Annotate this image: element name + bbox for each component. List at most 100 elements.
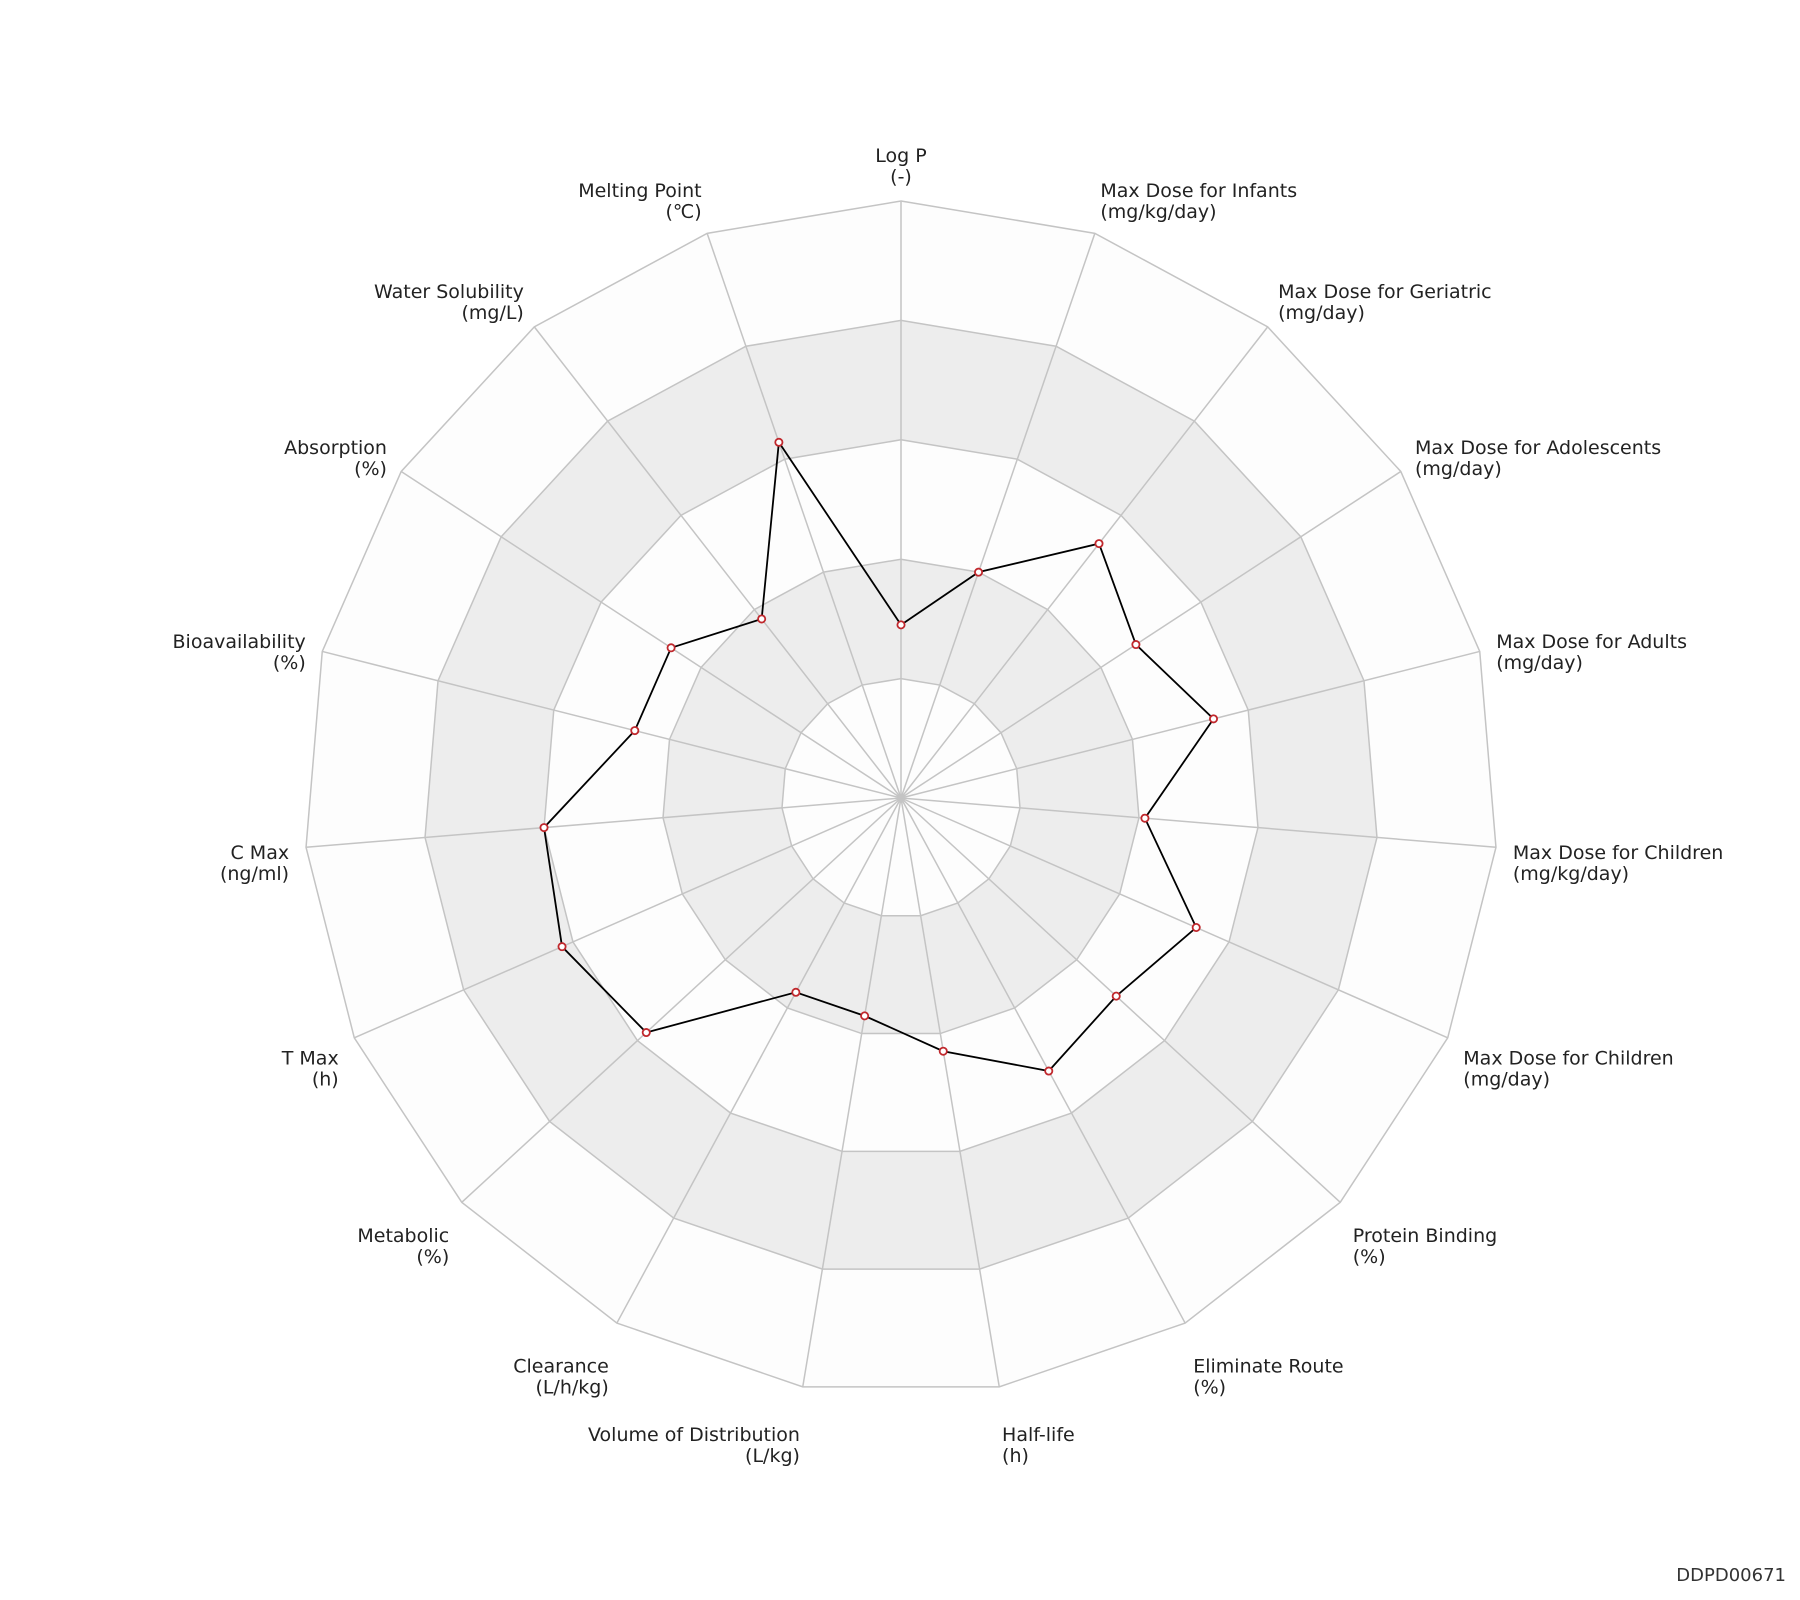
- axis-label-name: Max Dose for Adolescents: [1415, 437, 1661, 459]
- data-point-14: [539, 823, 549, 833]
- axis-label: Protein Binding (%): [1353, 1225, 1497, 1268]
- axis-label-unit: (mg/day): [1278, 302, 1365, 324]
- axis-label: Bioavailability (%): [173, 631, 306, 674]
- axis-label-unit: (mg/day): [1463, 1069, 1550, 1091]
- axis-spoke: [900, 797, 1497, 849]
- data-point-15: [630, 726, 640, 736]
- axis-label-name: Volume of Distribution: [588, 1424, 800, 1446]
- axis-label-unit: (mg/day): [1496, 652, 1583, 674]
- axis-label-unit: (-): [890, 166, 912, 188]
- data-point-8: [1044, 1066, 1054, 1076]
- axis-spoke: [616, 797, 902, 1324]
- axis-label: Volume of Distribution (L/kg): [588, 1424, 800, 1467]
- axis-label: Absorption (%): [284, 437, 387, 480]
- data-series: [539, 437, 1219, 1076]
- data-point-6: [1191, 922, 1201, 932]
- axis-label-unit: (%): [1193, 1376, 1226, 1398]
- axis-label-name: T Max: [281, 1048, 339, 1070]
- series-line: [543, 439, 1215, 1073]
- axis-label-unit: (mg/L): [461, 302, 523, 324]
- data-point-2: [1094, 539, 1104, 549]
- axis-label-name: Eliminate Route: [1193, 1355, 1343, 1377]
- axis-label-name: Max Dose for Adults: [1496, 631, 1687, 653]
- axis-spoke: [900, 233, 1096, 799]
- axis-label: T Max (h): [281, 1048, 339, 1091]
- axis-label-name: Melting Point: [578, 180, 701, 202]
- axis-label: Max Dose for Children (mg/day): [1463, 1048, 1673, 1091]
- axis-label-unit: (%): [416, 1246, 449, 1268]
- axis-label-name: Half-life: [1002, 1424, 1075, 1446]
- axis-label: Half-life (h): [1002, 1424, 1075, 1467]
- axis-label: Eliminate Route (%): [1193, 1355, 1343, 1398]
- axis-label-unit: (ng/ml): [220, 863, 289, 885]
- axis-spoke: [801, 797, 902, 1387]
- axis-label: Max Dose for Infants (mg/kg/day): [1100, 180, 1297, 223]
- axis-label-unit: (h): [1002, 1445, 1029, 1467]
- data-point-10: [860, 1011, 870, 1021]
- axis-spoke: [353, 797, 902, 1039]
- axis-spoke: [533, 326, 902, 799]
- axis-label-unit: (h): [312, 1069, 339, 1091]
- data-point-4: [1209, 714, 1219, 724]
- axis-label: Clearance (L/h/kg): [513, 1355, 609, 1398]
- data-point-3: [1131, 640, 1141, 650]
- axis-spoke: [706, 233, 902, 799]
- axis-label-unit: (%): [354, 458, 387, 480]
- radar-spokes: [305, 201, 1497, 1387]
- data-point-18: [774, 437, 784, 447]
- axis-label-name: C Max: [231, 842, 290, 864]
- axis-label: Water Solubility (mg/L): [374, 281, 524, 324]
- data-point-0: [896, 620, 906, 630]
- data-point-17: [757, 614, 767, 624]
- data-point-11: [791, 987, 801, 997]
- axis-spoke: [461, 797, 902, 1203]
- axis-label-name: Log P: [875, 145, 926, 167]
- data-point-16: [666, 643, 676, 653]
- axis-spoke: [400, 470, 902, 799]
- axis-label-name: Max Dose for Infants: [1100, 180, 1297, 202]
- axis-label-unit: (L/h/kg): [535, 1376, 608, 1398]
- axis-label: C Max (ng/ml): [220, 842, 289, 885]
- axis-label-name: Water Solubility: [374, 281, 524, 303]
- axis-label-name: Max Dose for Children: [1513, 842, 1723, 864]
- axis-label-name: Absorption: [284, 437, 387, 459]
- axis-label: Max Dose for Adolescents (mg/day): [1415, 437, 1661, 480]
- axis-label-name: Bioavailability: [173, 631, 306, 653]
- axis-spoke: [900, 470, 1402, 799]
- axis-spoke: [900, 326, 1269, 799]
- data-point-1: [974, 567, 984, 577]
- axis-label-unit: (mg/kg/day): [1513, 863, 1629, 885]
- axis-label-unit: (mg/kg/day): [1100, 201, 1216, 223]
- axis-label-name: Max Dose for Geriatric: [1278, 281, 1492, 303]
- axis-label: Melting Point (℃): [578, 180, 701, 223]
- axis-label: Max Dose for Geriatric (mg/day): [1278, 281, 1492, 324]
- data-point-13: [557, 942, 567, 952]
- compound-id: DDPD00671: [1676, 1565, 1786, 1586]
- data-point-5: [1140, 813, 1150, 823]
- axis-label-unit: (L/kg): [745, 1445, 800, 1467]
- axis-label-unit: (mg/day): [1415, 458, 1502, 480]
- axis-label: Max Dose for Adults (mg/day): [1496, 631, 1687, 674]
- axis-label-name: Max Dose for Children: [1463, 1048, 1673, 1070]
- axis-label: Metabolic (%): [357, 1225, 449, 1268]
- axis-spoke: [322, 650, 902, 799]
- axis-label-unit: (%): [1353, 1246, 1386, 1268]
- axis-label: Max Dose for Children (mg/kg/day): [1513, 842, 1723, 885]
- axis-spoke: [900, 797, 1341, 1203]
- axis-spoke: [900, 650, 1480, 799]
- axis-label-name: Protein Binding: [1353, 1225, 1497, 1247]
- data-point-12: [641, 1028, 651, 1038]
- axis-spoke: [900, 797, 1001, 1387]
- axis-label-name: Metabolic: [357, 1225, 449, 1247]
- data-point-9: [938, 1046, 948, 1056]
- axis-label-name: Clearance: [513, 1355, 609, 1377]
- axis-spoke: [900, 797, 1186, 1324]
- axis-label-unit: (℃): [665, 201, 701, 223]
- axis-label: Log P (-): [875, 145, 926, 188]
- axis-label-unit: (%): [273, 652, 306, 674]
- axis-spoke: [900, 797, 1449, 1039]
- data-point-7: [1111, 991, 1121, 1001]
- axis-labels: Log P (-)Max Dose for Infants (mg/kg/day)M…: [173, 145, 1724, 1467]
- axis-spoke: [305, 797, 902, 849]
